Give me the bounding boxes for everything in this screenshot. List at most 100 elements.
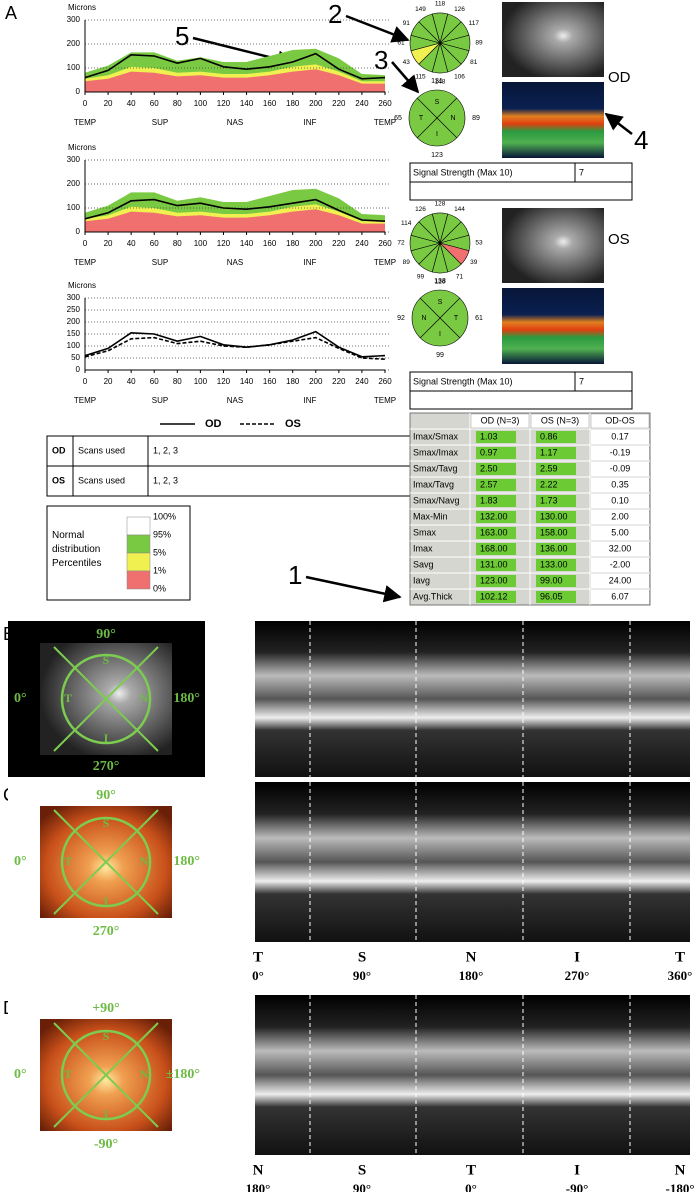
quadrant-letter: T xyxy=(64,1067,72,1081)
clock-value: 89 xyxy=(403,259,411,266)
diff-cell xyxy=(591,446,649,460)
arrow xyxy=(391,61,420,94)
y-tick-label: 300 xyxy=(67,15,81,24)
quadrant-value: 61 xyxy=(475,315,483,322)
value-cell xyxy=(536,463,576,475)
x-tick-label: 140 xyxy=(240,99,254,108)
table-cell: 1.73 xyxy=(540,495,558,505)
quadrant-sector xyxy=(411,297,441,339)
x-tick-label: 240 xyxy=(355,99,369,108)
x-tick-label: 200 xyxy=(309,239,323,248)
y-axis-label: Microns xyxy=(68,3,96,12)
y-axis-label: Microns xyxy=(68,143,96,152)
region-label: TEMP xyxy=(74,258,96,267)
clock-value: 99 xyxy=(417,273,425,280)
x-tick-label: 60 xyxy=(150,239,159,248)
y-tick-label: 50 xyxy=(71,353,80,362)
quadrant-line xyxy=(53,809,159,915)
value-cell xyxy=(476,479,516,491)
clock-value: 117 xyxy=(469,20,480,27)
region-label: TEMP xyxy=(374,258,396,267)
quadrant-letter: S xyxy=(435,99,440,106)
table-cell: 2.59 xyxy=(540,463,558,473)
table-cell: 163.00 xyxy=(480,527,508,537)
value-cell xyxy=(536,543,576,555)
x-tick-label: 40 xyxy=(127,239,136,248)
angle-label: 270° xyxy=(93,924,120,939)
x-tick-label: 80 xyxy=(173,239,182,248)
angle-label: 180° xyxy=(173,854,200,869)
clock-value: 81 xyxy=(470,59,478,66)
quadrant-letter: T xyxy=(64,691,72,705)
angle-label: 0° xyxy=(14,691,27,706)
clock-value: 115 xyxy=(415,73,426,80)
y-tick-label: 100 xyxy=(67,63,81,72)
value-cell xyxy=(476,495,516,507)
table-cell: 2.00 xyxy=(611,511,629,521)
table-cell: 168.00 xyxy=(480,543,508,553)
y-axis-label: Microns xyxy=(68,281,96,290)
quadrant-value: 89 xyxy=(472,115,480,122)
quadrant-letter: N xyxy=(140,854,149,868)
callout-number: 5 xyxy=(175,21,189,51)
clock-value: 39 xyxy=(470,259,478,266)
table-cell: 0.97 xyxy=(480,447,498,457)
value-cell xyxy=(536,495,576,507)
quadrant-letter: I xyxy=(436,131,438,138)
value-cell xyxy=(476,527,516,539)
table-cell: OS xyxy=(52,475,65,485)
x-tick-label: 100 xyxy=(194,377,208,386)
table-cell: 0.86 xyxy=(540,431,558,441)
legend-title: Normal distribution Percentiles xyxy=(52,530,101,569)
arrow xyxy=(345,14,410,43)
value-cell xyxy=(476,575,516,587)
diff-cell xyxy=(591,590,649,604)
region-label: TEMP xyxy=(374,118,396,127)
y-tick-label: 200 xyxy=(67,39,81,48)
x-tick-label: 180 xyxy=(286,239,300,248)
region-label: INF xyxy=(304,118,317,127)
x-tick-label: 200 xyxy=(309,99,323,108)
clock-sector xyxy=(418,13,441,45)
thickness-line xyxy=(84,52,386,80)
quadrant-sector xyxy=(419,317,461,347)
quadrant-value: 131 xyxy=(431,78,443,85)
table-cell: 96.05 xyxy=(540,591,563,601)
quadrant-value: 133 xyxy=(434,278,446,285)
header-cell xyxy=(470,413,530,429)
table-cell: Scans used xyxy=(78,445,125,455)
axis-letter: I xyxy=(574,949,580,965)
x-tick-label: 60 xyxy=(150,377,159,386)
callout-number: 4 xyxy=(634,125,648,155)
clock-value: 72 xyxy=(397,240,405,247)
region-label: TEMP xyxy=(74,118,96,127)
fundus-image xyxy=(502,2,604,77)
axis-degree: 270° xyxy=(565,968,590,983)
clock-value: 71 xyxy=(456,273,464,280)
value-cell xyxy=(536,559,576,571)
table-cell: 2.22 xyxy=(540,479,558,489)
arrow xyxy=(305,575,402,603)
quadrant-sector xyxy=(416,117,458,147)
quadrant-letter: I xyxy=(104,894,109,908)
region-label: NAS xyxy=(227,118,243,127)
value-cell xyxy=(536,479,576,491)
region-label: NAS xyxy=(227,396,243,405)
table-cell: Imax/Smax xyxy=(413,431,459,441)
region-label: TEMP xyxy=(374,396,396,405)
x-tick-label: 80 xyxy=(173,99,182,108)
angle-label: 90° xyxy=(96,627,116,642)
x-tick-label: 140 xyxy=(240,377,254,386)
value-cell xyxy=(536,447,576,459)
y-tick-label: 0 xyxy=(76,227,81,236)
percentile-label: 100% xyxy=(153,511,176,521)
angle-label: ±180° xyxy=(166,1067,200,1082)
diff-cell xyxy=(591,494,649,508)
clock-sector xyxy=(418,213,441,245)
header-text: OD-OS xyxy=(605,415,635,425)
quadrant-letter: I xyxy=(439,331,441,338)
arrow xyxy=(604,112,633,135)
quadrant-letter: N xyxy=(421,315,426,322)
table-cell: 123.00 xyxy=(480,575,508,585)
